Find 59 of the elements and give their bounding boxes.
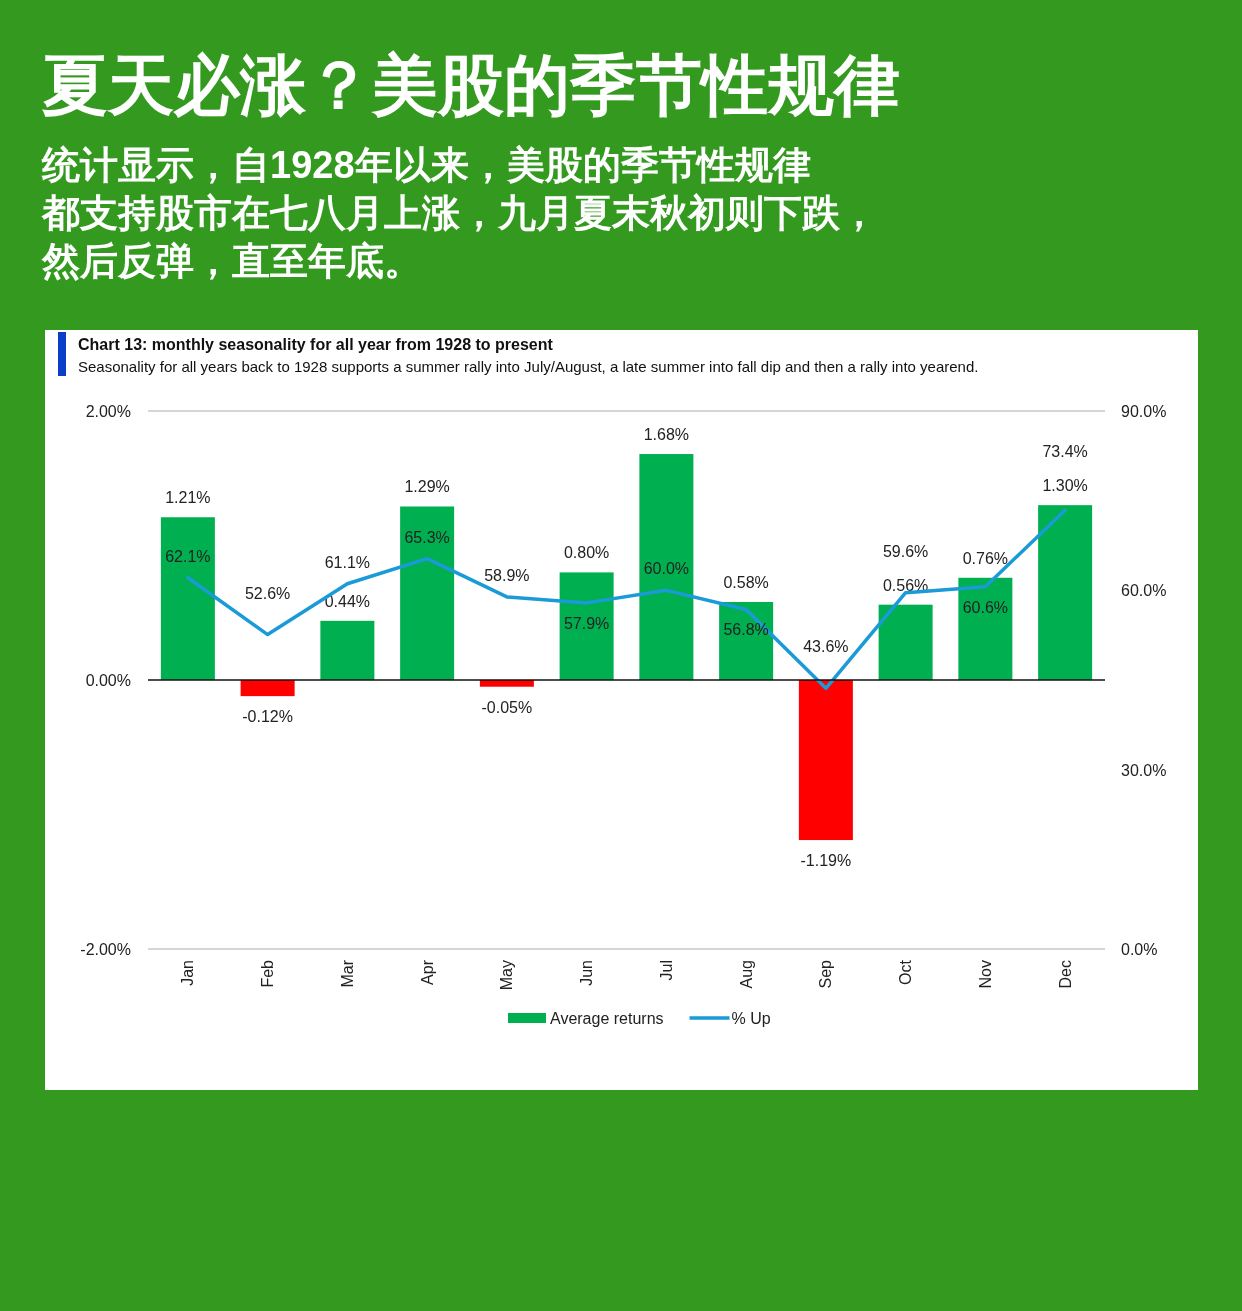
data-label: 58.9% — [484, 566, 530, 584]
y2-tick-label: 0.0% — [1121, 941, 1158, 958]
data-label: 59.6% — [882, 542, 929, 560]
x-tick-label: Mar — [338, 959, 356, 988]
caption: Chart 13: monthly seasonality for all year from 1928 to present — [78, 336, 554, 353]
x-tick-label: Sep — [817, 959, 835, 989]
data-label: 1.30% — [1042, 477, 1088, 495]
data-label: 57.9% — [563, 614, 610, 632]
x-tick-label: Feb — [259, 959, 277, 988]
data-label: 0.58% — [723, 573, 769, 591]
x-tick-label: May — [498, 960, 516, 991]
bar — [240, 680, 295, 697]
chart-title: 夏天必涨？美股的季节性规律 — [42, 48, 900, 122]
data-label: 1.21% — [165, 489, 211, 507]
bar — [878, 604, 933, 680]
data-label: 61.1% — [324, 553, 371, 571]
chart-subtitle: 统计显示，自1928年以来，美股的季节性规律都支持股市在七八月上涨，九月夏末秋初则下跌，然后反弹，直至年底。 — [41, 144, 878, 282]
bar — [160, 517, 215, 680]
x-tick-label: Apr — [418, 959, 436, 985]
legend-label: % Up — [731, 1010, 771, 1027]
data-label: 43.6% — [803, 638, 849, 656]
x-tick-label: Jul — [657, 960, 675, 981]
data-label: 56.8% — [723, 621, 769, 639]
bar — [639, 454, 694, 680]
x-tick-label: Dec — [1056, 960, 1074, 989]
bar — [400, 506, 455, 680]
legend-label: Average returns — [550, 1010, 664, 1027]
data-label: 1.68% — [643, 426, 690, 444]
bar — [559, 572, 614, 680]
bar — [320, 620, 375, 680]
y-tick-label: 0.00% — [85, 672, 131, 689]
data-label: 60.0% — [643, 560, 690, 578]
y-tick-label: -2.00% — [80, 941, 131, 958]
data-label: 0.44% — [324, 592, 371, 610]
text: Seasonality for all years back to 1928 supports a summer rally into July/August, a late summer into fall dip and then a rally into yearend. — [78, 358, 979, 375]
bar — [798, 680, 853, 841]
data-label: 1.29% — [404, 478, 450, 496]
bar — [1038, 505, 1093, 680]
y2-tick-label: 30.0% — [1121, 761, 1167, 779]
x-tick-label: Jan — [179, 960, 197, 986]
y-tick-label: 2.00% — [85, 403, 131, 420]
bar — [958, 577, 1013, 680]
data-label: -0.05% — [481, 698, 533, 716]
data-label: 73.4% — [1042, 443, 1088, 461]
data-label: 60.6% — [962, 598, 1009, 616]
data-label: 52.6% — [244, 584, 291, 602]
data-label: 62.1% — [165, 547, 211, 565]
data-label: 0.76% — [962, 549, 1009, 567]
x-tick-label: Oct — [897, 959, 915, 985]
y2-tick-label: 90.0% — [1121, 403, 1167, 420]
data-label: -0.12% — [242, 708, 293, 726]
x-tick-label: Jun — [578, 960, 596, 986]
data-label: 0.56% — [882, 576, 929, 594]
y2-tick-label: 60.0% — [1121, 582, 1167, 600]
x-tick-label: Aug — [737, 960, 755, 989]
data-label: -1.19% — [800, 852, 852, 870]
data-label: 0.80% — [563, 544, 610, 562]
x-tick-label: Nov — [976, 960, 994, 989]
data-label: 65.3% — [404, 528, 450, 546]
